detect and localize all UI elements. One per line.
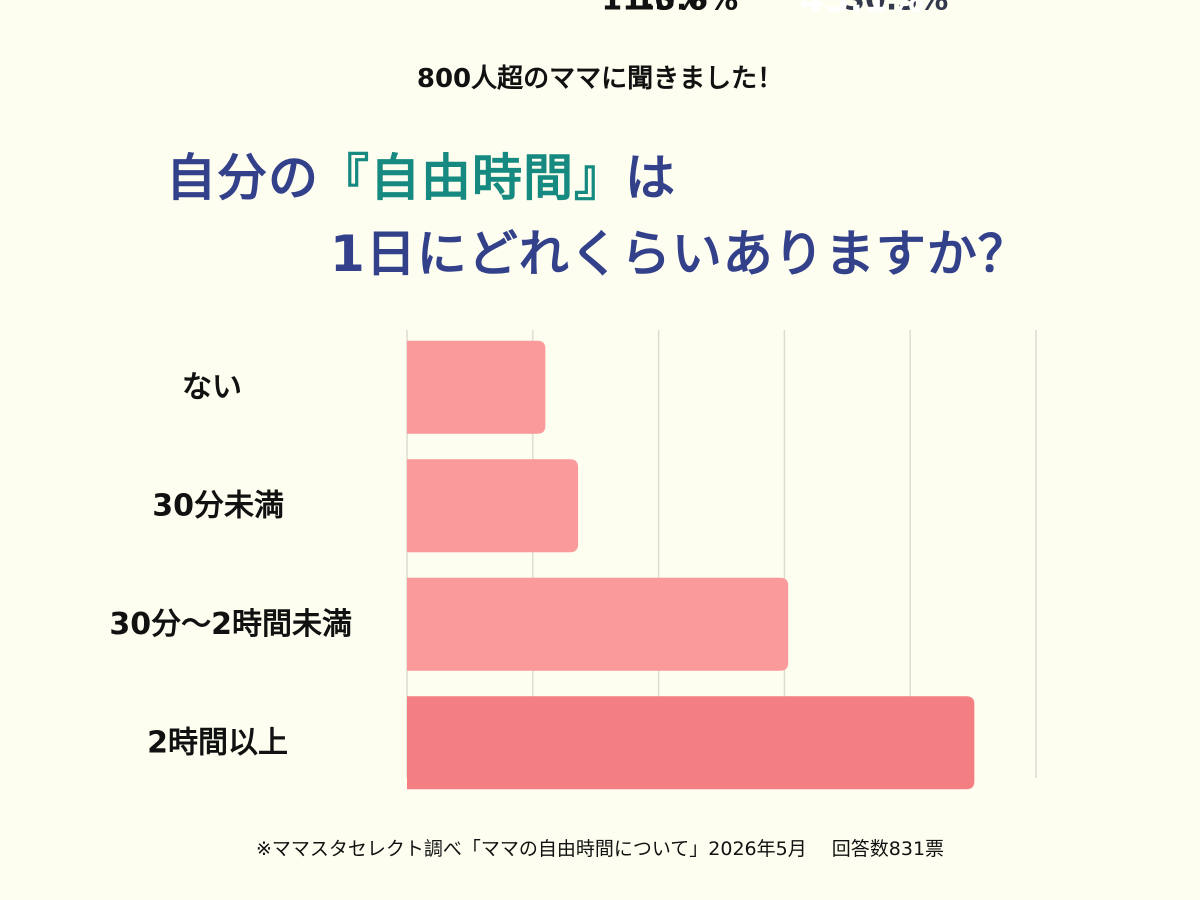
title-line-1: 自分の『自由時間』は xyxy=(166,138,676,210)
category-label-1: 30分未満 xyxy=(152,488,284,523)
bar-1 xyxy=(407,459,579,553)
title-post: は xyxy=(625,149,676,207)
value-label-1: 13.6% xyxy=(634,0,738,18)
value-label-0: 11.0% xyxy=(601,0,705,18)
category-label-0: ない xyxy=(182,370,242,405)
subtitle: 800人超のママに聞きました！ xyxy=(416,64,784,94)
title-pre: 自分の xyxy=(166,149,319,207)
bar-0 xyxy=(407,340,546,434)
title-highlight: 『自由時間』 xyxy=(319,149,625,207)
title-line-2: 1日にどれくらいありますか？ xyxy=(330,225,1029,283)
bar-2 xyxy=(407,577,789,671)
bar-3 xyxy=(407,696,975,790)
footnote: ※ママスタセレクト調べ「ママの自由時間について」2026年5月 回答数831票 xyxy=(255,838,945,860)
category-label-3: 2時間以上 xyxy=(147,725,288,760)
category-label-2: 30分〜2時間未満 xyxy=(109,607,352,642)
value-label-3: 45.1% xyxy=(799,0,924,21)
value-label-2: 30.3% xyxy=(844,0,948,18)
